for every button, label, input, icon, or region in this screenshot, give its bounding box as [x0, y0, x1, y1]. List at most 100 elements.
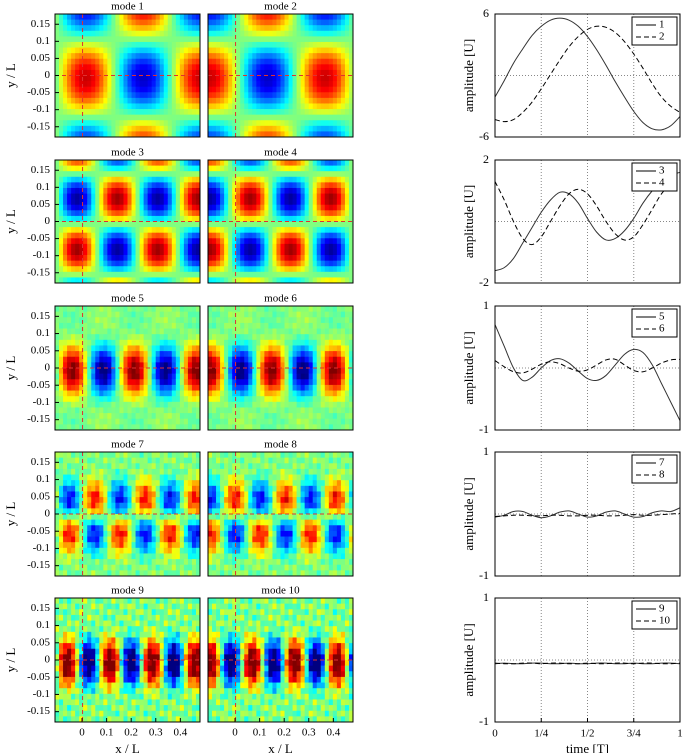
contour-cell [147, 109, 153, 116]
contour-cell [59, 199, 64, 206]
y-tick-label: 0.1 [36, 35, 50, 47]
contour-cell [163, 193, 169, 200]
contour-cell [248, 120, 253, 127]
contour-cell [224, 58, 229, 65]
contour-cell [155, 160, 161, 166]
contour-cell [224, 193, 229, 200]
contour-cell [276, 328, 281, 335]
contour-cell [183, 407, 189, 414]
contour-cell [216, 401, 221, 408]
contour-cell [67, 339, 72, 346]
contour-cell [167, 401, 173, 408]
contour-cell [163, 120, 169, 127]
contour-cell [320, 243, 326, 250]
contour-cell [344, 58, 350, 65]
contour-cell [95, 407, 100, 414]
contour-cell [167, 317, 173, 324]
contour-cell [212, 75, 217, 82]
contour-cell [296, 171, 302, 178]
contour-cell [167, 187, 173, 194]
contour-cell [216, 182, 221, 189]
contour-cell [75, 502, 80, 509]
contour-cell [252, 160, 257, 166]
contour-cell [135, 373, 140, 380]
contour-cell [232, 271, 237, 278]
contour-cell [276, 373, 281, 380]
contour-cell [240, 424, 245, 431]
contour-cell [308, 109, 314, 116]
contour-cell [320, 120, 326, 127]
contour-cell [87, 210, 92, 217]
contour-cell [183, 81, 189, 88]
contour-cell [304, 193, 310, 200]
contour-cell [312, 362, 318, 369]
contour-cell [316, 109, 322, 116]
contour-cell [55, 215, 60, 222]
contour-cell [163, 317, 169, 324]
contour-cell [216, 97, 221, 104]
contour-cell [288, 373, 293, 380]
contour-cell [167, 182, 173, 189]
contour-cell [252, 176, 257, 183]
contour-cell [268, 227, 273, 234]
contour-cell [276, 36, 281, 43]
contour-cell [159, 238, 165, 245]
contour-cell [272, 210, 277, 217]
contour-cell [187, 215, 193, 222]
contour-cell [340, 92, 346, 99]
contour-cell [111, 210, 116, 217]
contour-cell [131, 243, 136, 250]
contour-cell [119, 75, 124, 82]
contour-cell [191, 97, 197, 104]
contour-cell [103, 53, 108, 60]
contour-cell [240, 368, 245, 375]
contour-cell [252, 255, 257, 262]
contour-cell [312, 92, 318, 99]
contour-cell [324, 131, 330, 138]
contour-cell [244, 260, 249, 267]
contour-cell [216, 407, 221, 414]
contour-cell [75, 41, 80, 48]
contour-cell [91, 199, 96, 206]
contour-cell [195, 171, 201, 178]
contour-cell [260, 266, 265, 273]
contour-cell [71, 120, 76, 127]
contour-cell [240, 384, 245, 391]
contour-cell [252, 19, 257, 26]
contour-cell [340, 36, 346, 43]
contour-cell [83, 204, 88, 211]
contour-cell [264, 171, 269, 178]
contour-cell [127, 131, 132, 138]
contour-cell [115, 311, 120, 318]
contour-cell [123, 125, 128, 132]
contour-cell [324, 30, 330, 37]
contour-cell [119, 53, 124, 60]
contour-cell [220, 193, 225, 200]
contour-cell [131, 260, 136, 267]
contour-cell [107, 131, 112, 138]
contour-cell [260, 328, 265, 335]
contour-cell [216, 356, 221, 363]
contour-cell [228, 160, 233, 166]
contour-cell [107, 215, 112, 222]
contour-cell [288, 47, 293, 54]
contour-cell [127, 14, 132, 20]
contour-cell [336, 390, 342, 397]
contour-cell [107, 210, 112, 217]
contour-cell [336, 396, 342, 403]
contour-cell [260, 86, 265, 93]
contour-cell [248, 19, 253, 26]
contour-cell [280, 227, 285, 234]
contour-cell [131, 97, 136, 104]
contour-cell [336, 384, 342, 391]
contour-cell [244, 53, 249, 60]
contour-cell [344, 36, 350, 43]
contour-cell [195, 339, 201, 346]
contour-cell [348, 36, 354, 43]
contour-cell [316, 25, 322, 32]
contour-cell [75, 491, 80, 498]
contour-cell [71, 356, 76, 363]
contour-cell [83, 36, 88, 43]
contour-cell [111, 362, 116, 369]
contour-cell [115, 193, 120, 200]
